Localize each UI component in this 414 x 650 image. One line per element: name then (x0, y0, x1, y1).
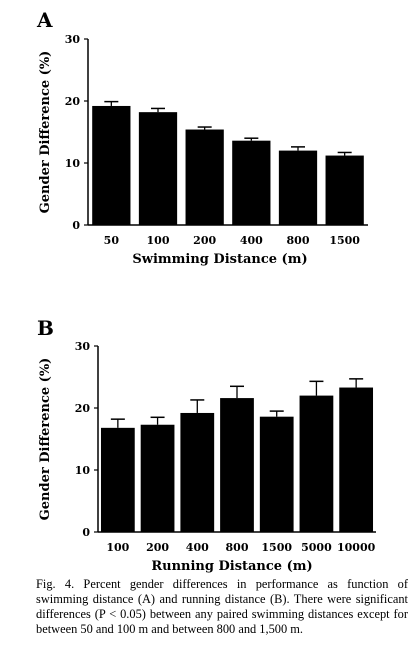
chart-a-svg: 0 10 20 30 50 100 200 400 800 1500 Swimming Distan… (38, 33, 368, 267)
chart-b-x-tick-label-1500: 1500 (261, 541, 292, 554)
chart-panel-a: A 0 10 20 30 50 100 200 400 800 1500 Swimming Dist… (0, 0, 414, 290)
chart-b-svg: 0 10 20 30 100 200 400 800 1500 5000 10000 Running … (38, 340, 376, 574)
chart-b-x-tick-label-400: 400 (186, 541, 209, 554)
caption-text: Percent gender differences in performanc… (36, 577, 408, 636)
chart-a-bar-100 (138, 112, 178, 225)
chart-b-y-tick-label-20: 20 (75, 402, 91, 415)
chart-a-bar-400 (232, 140, 271, 225)
chart-a-x-tick-label-800: 800 (287, 234, 310, 247)
chart-a-x-tick-label-1500: 1500 (329, 234, 360, 247)
chart-a-bar-800 (278, 150, 318, 225)
chart-b-x-tick-label-100: 100 (106, 541, 129, 554)
chart-b-bar-100 (100, 427, 135, 532)
chart-b-bar-200 (140, 424, 175, 532)
figure-caption: Fig. 4. Percent gender differences in pe… (36, 577, 408, 637)
chart-a-bar-1500 (325, 155, 364, 225)
chart-a-bar-50 (92, 105, 131, 225)
chart-a-x-tick-label-50: 50 (104, 234, 120, 247)
chart-b-bar-10000 (339, 387, 374, 532)
chart-b-y-tick-label-0: 0 (82, 526, 90, 539)
chart-a-y-tick-label-0: 0 (72, 219, 80, 232)
chart-a-y-tick-label-10: 10 (65, 157, 81, 170)
chart-a-y-tick-label-30: 30 (65, 33, 81, 46)
chart-b-bar-800 (220, 398, 254, 532)
chart-b-bar-400 (180, 412, 215, 532)
chart-a-bar-200 (185, 129, 224, 225)
panel-letter-b: B (37, 316, 54, 340)
chart-a-y-tick-label-20: 20 (65, 95, 81, 108)
chart-b-bar-1500 (259, 416, 294, 532)
chart-a-y-axis-label: Gender Difference (%) (38, 51, 53, 214)
chart-a-x-tick-label-100: 100 (147, 234, 170, 247)
chart-b-bar-5000 (299, 395, 334, 532)
chart-b-y-axis-label: Gender Difference (%) (38, 358, 53, 521)
chart-panel-b: B 0 10 20 30 100 200 400 800 1500 5000 10000 Runnin… (0, 310, 414, 574)
chart-a-x-axis-label: Swimming Distance (m) (132, 252, 307, 267)
chart-a-x-tick-label-200: 200 (193, 234, 216, 247)
chart-b-x-axis-label: Running Distance (m) (151, 559, 312, 574)
chart-b-x-tick-label-5000: 5000 (301, 541, 332, 554)
chart-b-y-tick-label-30: 30 (75, 340, 91, 353)
chart-a-x-tick-label-400: 400 (240, 234, 263, 247)
chart-b-y-tick-label-10: 10 (75, 464, 91, 477)
chart-b-x-tick-label-200: 200 (146, 541, 169, 554)
chart-b-x-tick-label-10000: 10000 (337, 541, 376, 554)
caption-prefix: Fig. 4. (36, 577, 75, 591)
chart-b-x-tick-label-800: 800 (226, 541, 249, 554)
panel-letter-a: A (37, 8, 53, 32)
